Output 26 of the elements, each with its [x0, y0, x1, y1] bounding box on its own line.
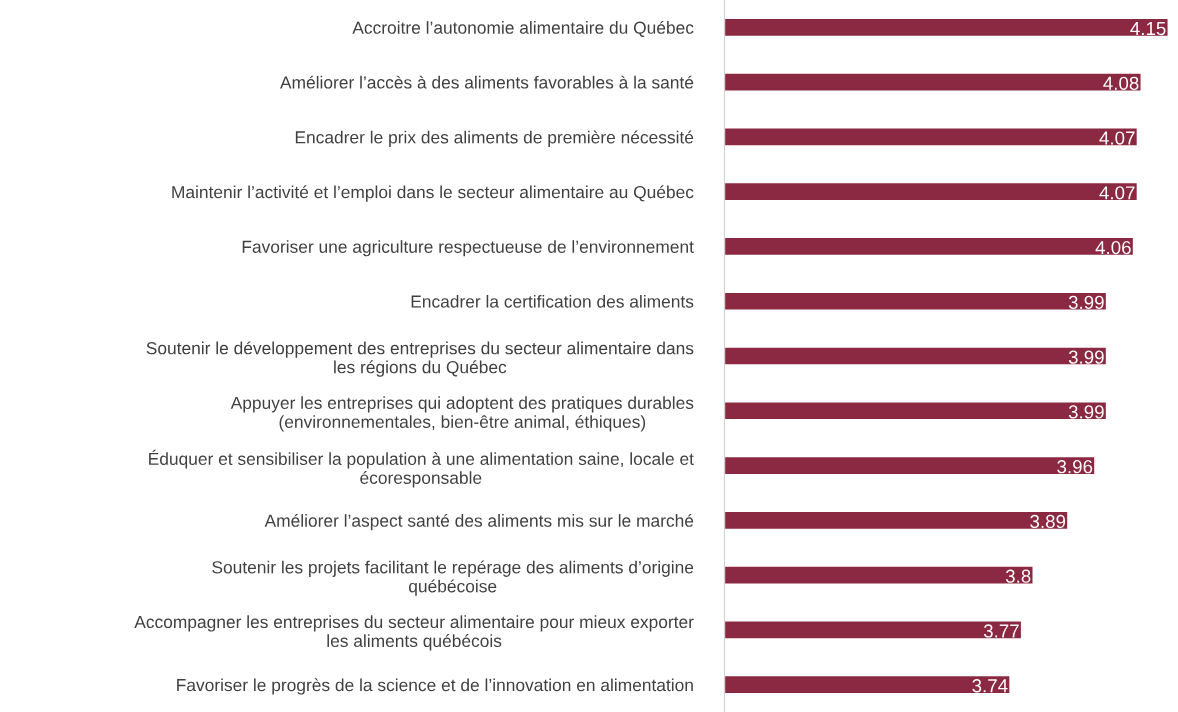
data-label: 3.99	[1068, 405, 1104, 419]
y-tick-label: Soutenir les projets facilitant le repérage des aliments d’origine québécoise	[212, 560, 694, 596]
data-label: 4.08	[1103, 76, 1139, 90]
data-label: 4.07	[1099, 186, 1135, 200]
y-tick-label: Favoriser le progrès de la science et de l’innovation en alimentation	[177, 678, 693, 695]
data-label: 3.8	[1005, 569, 1031, 583]
data-label: 3.99	[1068, 350, 1104, 364]
data-label: 4.07	[1099, 131, 1135, 145]
data-label: 3.74	[972, 679, 1008, 693]
data-label: 3.89	[1030, 514, 1066, 529]
y-tick-label: Accompagner les entreprises du secteur alimentaire pour mieux exporter les aliments québécois	[134, 615, 694, 651]
y-tick-label: Appuyer les entreprises qui adoptent des pratiques durables (environnementales, bien-être animal, éthiques)	[230, 396, 694, 432]
y-tick-label: Encadrer le prix des aliments de première nécessité	[295, 130, 694, 147]
data-label: 3.96	[1057, 460, 1093, 474]
y-tick-label: Soutenir le développement des entreprises du secteur alimentaire dans les régions du Québec	[146, 341, 694, 377]
y-tick-label: Éduquer et sensibiliser la population à une alimentation saine, locale et écoresponsable	[149, 449, 694, 488]
y-tick-label: Accroitre l’autonomie alimentaire du Québec	[352, 20, 694, 37]
data-label: 4.15	[1130, 22, 1166, 36]
y-tick-label: Améliorer l’aspect santé des aliments mis sur le marché	[264, 513, 694, 531]
y-tick-label: Favoriser une agriculture respectueuse de l’environnement	[242, 240, 694, 257]
data-label: 3.77	[983, 624, 1019, 638]
y-tick-label: Maintenir l’activité et l’emploi dans le secteur alimentaire au Québec	[172, 185, 694, 202]
data-label: 3.99	[1068, 295, 1104, 309]
y-tick-label: Encadrer la certification des aliments	[411, 294, 694, 308]
data-label: 4.06	[1095, 240, 1131, 255]
y-tick-label: Améliorer l’accès à des aliments favorables à la santé	[280, 75, 694, 89]
